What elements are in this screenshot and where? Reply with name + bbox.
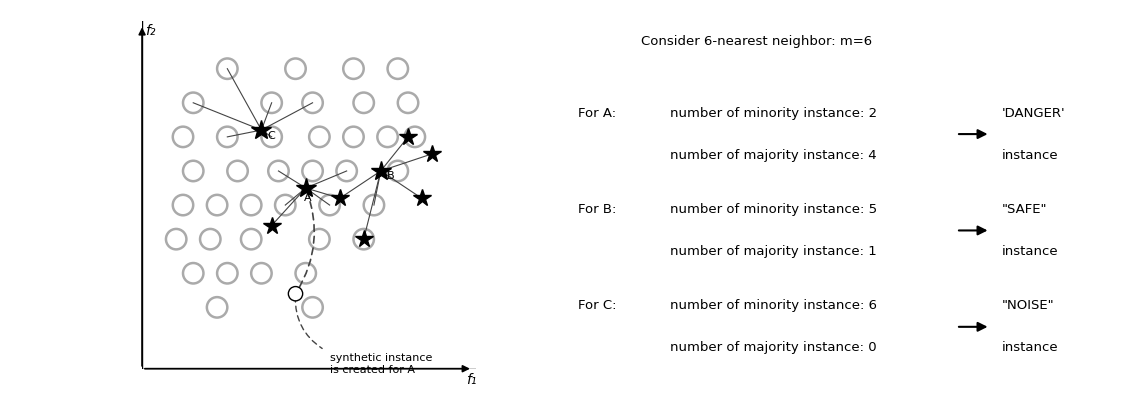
Circle shape [302,297,323,318]
Circle shape [207,297,228,318]
Text: For B:: For B: [578,203,617,216]
Circle shape [354,93,374,113]
Circle shape [173,127,194,147]
Text: 'DANGER': 'DANGER' [1002,106,1066,120]
Text: C: C [268,131,275,141]
Text: Consider 6-nearest neighbor: m=6: Consider 6-nearest neighbor: m=6 [641,35,872,49]
Circle shape [261,93,282,113]
Circle shape [261,127,282,147]
Circle shape [275,195,295,215]
Text: instance: instance [1002,148,1058,162]
Text: "NOISE": "NOISE" [1002,299,1055,313]
Text: synthetic instance
is created for A: synthetic instance is created for A [330,353,432,375]
Text: number of majority instance: 4: number of majority instance: 4 [670,148,876,162]
Circle shape [302,93,323,113]
Circle shape [183,263,204,284]
Circle shape [289,287,302,301]
Circle shape [240,195,261,215]
Circle shape [240,229,261,249]
Circle shape [344,59,364,79]
Circle shape [354,229,374,249]
Circle shape [302,161,323,181]
Circle shape [295,263,316,284]
Circle shape [337,161,357,181]
Text: For A:: For A: [578,106,616,120]
Text: For C:: For C: [578,299,617,313]
Text: number of minority instance: 2: number of minority instance: 2 [670,106,877,120]
Circle shape [251,263,271,284]
Circle shape [218,127,237,147]
Text: "SAFE": "SAFE" [1002,203,1048,216]
Circle shape [309,127,330,147]
Circle shape [285,59,306,79]
Circle shape [200,229,221,249]
Circle shape [268,161,289,181]
Text: number of majority instance: 0: number of majority instance: 0 [670,341,876,354]
Text: B: B [387,171,395,181]
Text: f₂: f₂ [145,23,156,38]
Circle shape [173,195,194,215]
Text: instance: instance [1002,245,1058,258]
Text: A: A [305,193,311,203]
Circle shape [397,93,418,113]
Text: instance: instance [1002,341,1058,354]
Circle shape [378,127,397,147]
Circle shape [207,195,228,215]
Circle shape [387,161,408,181]
Text: number of majority instance: 1: number of majority instance: 1 [670,245,877,258]
Text: f₁: f₁ [466,373,476,387]
Circle shape [364,195,385,215]
Text: number of minority instance: 6: number of minority instance: 6 [670,299,877,313]
Circle shape [218,263,237,284]
Circle shape [183,93,204,113]
Circle shape [387,59,408,79]
Circle shape [344,127,364,147]
Circle shape [309,229,330,249]
Circle shape [404,127,425,147]
Circle shape [228,161,247,181]
Circle shape [166,229,187,249]
Circle shape [218,59,237,79]
Circle shape [183,161,204,181]
Circle shape [319,195,340,215]
Text: number of minority instance: 5: number of minority instance: 5 [670,203,877,216]
